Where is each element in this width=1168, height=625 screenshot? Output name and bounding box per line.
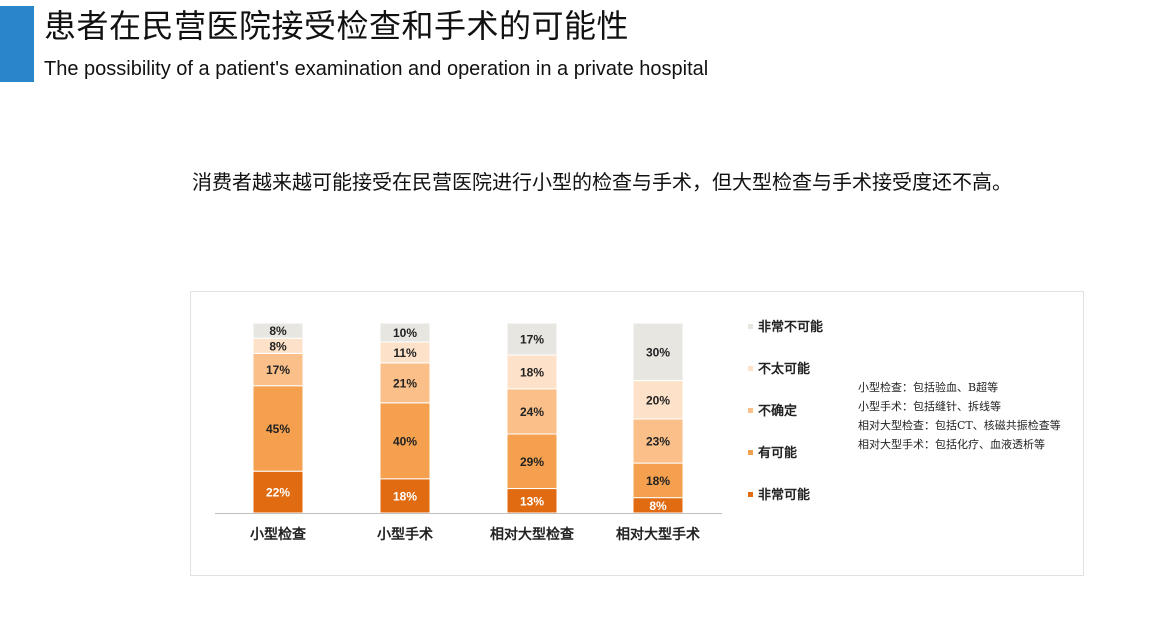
data-label: 18% — [520, 365, 544, 379]
data-label: 18% — [393, 489, 417, 503]
bar-segment — [632, 322, 684, 382]
x-axis-tick-label: 相对大型手术 — [616, 526, 700, 543]
data-label: 11% — [393, 346, 417, 360]
data-label: 21% — [393, 376, 417, 390]
legend-item: 不确定 — [748, 404, 797, 420]
x-axis-tick-label: 小型检查 — [250, 526, 307, 543]
legend-label: 有可能 — [758, 446, 798, 461]
x-axis-tick-label: 相对大型检查 — [490, 526, 575, 543]
bar-segment — [252, 470, 304, 514]
data-label: 8% — [269, 339, 287, 353]
note-large-exam: 相对大型检查：包括CT、核磁共振检查等 — [858, 419, 1061, 432]
legend-swatch — [748, 366, 753, 371]
legend-swatch — [748, 408, 753, 413]
data-label: 24% — [520, 405, 544, 419]
note-large-surgery: 相对大型手术：包括化疗、血液透析等 — [858, 438, 1045, 451]
page-title: 患者在民营医院接受检查和手术的可能性 — [44, 7, 630, 45]
data-label: 8% — [649, 499, 667, 513]
legend-label: 非常不可能 — [758, 320, 824, 335]
data-label: 13% — [520, 494, 544, 508]
legend-swatch — [748, 450, 753, 455]
data-label: 20% — [646, 393, 670, 407]
data-label: 8% — [269, 324, 287, 338]
data-label: 23% — [646, 435, 670, 449]
bar-segment — [506, 433, 558, 490]
data-label: 10% — [393, 326, 417, 340]
chart-subtitle: 消费者越来越可能接受在民营医院进行小型的检查与手术，但大型检查与手术接受度还不高… — [192, 170, 1012, 194]
note-small-surgery: 小型手术：包括缝针、拆线等 — [858, 400, 1001, 413]
legend-swatch — [748, 324, 753, 329]
data-label: 40% — [393, 434, 417, 448]
bar-segment — [506, 388, 558, 435]
legend-label: 不确定 — [758, 404, 798, 419]
page-title-english: The possibility of a patient's examinati… — [44, 58, 709, 80]
bar-segment — [506, 488, 558, 514]
legend-label: 非常可能 — [758, 488, 811, 503]
data-label: 45% — [266, 422, 290, 436]
bar-segment — [379, 402, 431, 480]
data-label: 30% — [646, 345, 670, 359]
note-small-exam: 小型检查：包括验血、B超等 — [858, 381, 999, 394]
bar-segment — [632, 462, 684, 499]
x-axis-tick-label: 小型手术 — [377, 526, 433, 543]
chart-notes: 小型检查：包括验血、B超等 小型手术：包括缝针、拆线等 相对大型检查：包括CT、… — [858, 378, 1061, 454]
legend-item: 非常可能 — [748, 488, 810, 504]
bar-segment — [506, 322, 558, 356]
bar-segment — [632, 380, 684, 420]
bar-segment — [379, 322, 431, 343]
bar-segment — [506, 354, 558, 390]
title-accent-bar — [0, 6, 34, 82]
data-label: 17% — [266, 363, 290, 377]
legend-item: 不太可能 — [748, 362, 810, 378]
legend-item: 非常不可能 — [748, 320, 823, 336]
data-label: 29% — [520, 455, 544, 469]
data-label: 17% — [520, 332, 544, 346]
legend-swatch — [748, 492, 753, 497]
legend-label: 不太可能 — [758, 362, 811, 377]
bar-segment — [379, 362, 431, 404]
bar-segment — [632, 418, 684, 464]
legend-item: 有可能 — [748, 446, 797, 462]
bar-segment — [252, 352, 304, 387]
data-label: 18% — [646, 474, 670, 488]
bar-segment — [252, 385, 304, 472]
data-label: 22% — [266, 486, 290, 500]
bar-segment — [252, 322, 304, 339]
